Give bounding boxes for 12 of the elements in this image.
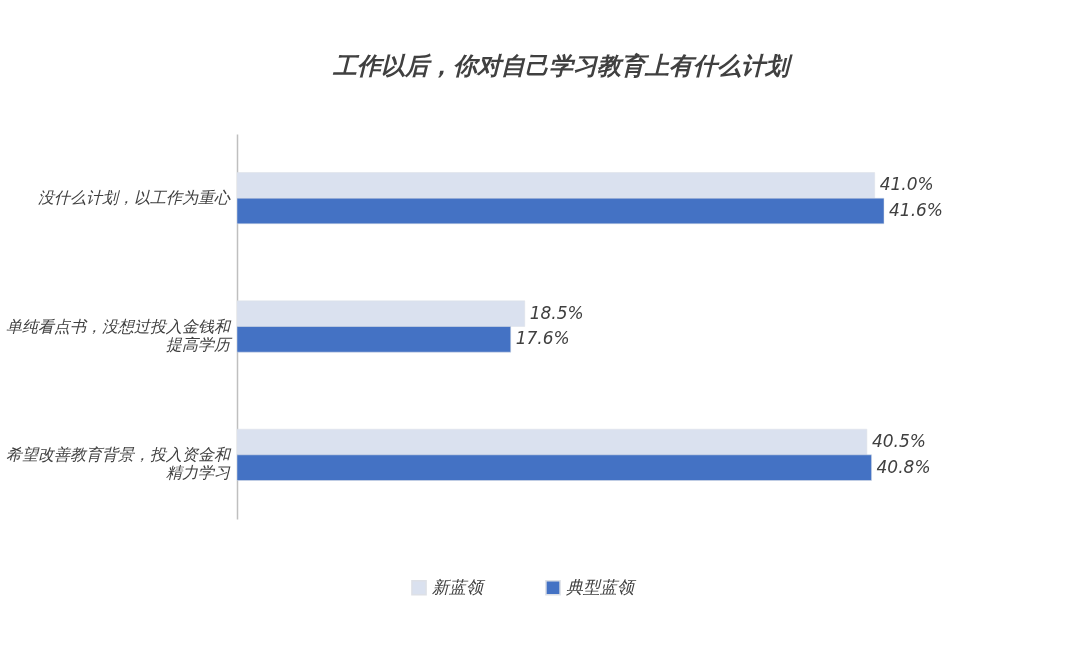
data-label: 41.0%	[879, 174, 934, 195]
legend-label: 典型蓝领	[565, 576, 637, 597]
y-tick-label: 没什么计划，以工作为重心	[37, 188, 231, 208]
data-label: 40.5%	[871, 431, 926, 451]
data-label: 18.5%	[529, 302, 584, 323]
legend-label: 新蓝领	[431, 576, 486, 597]
data-label: 40.8%	[876, 456, 931, 477]
data-label: 41.6%	[889, 200, 944, 220]
y-tick-label: 希望改善教育背景，投入资金和精力学习	[5, 444, 232, 482]
chart-title: 工作以后，你对自己学习教育上有什么计划	[331, 52, 793, 80]
y-tick-label: 单纯看点书，没想过投入金钱和提高学历	[5, 316, 233, 354]
data-label: 17.6%	[515, 328, 570, 349]
